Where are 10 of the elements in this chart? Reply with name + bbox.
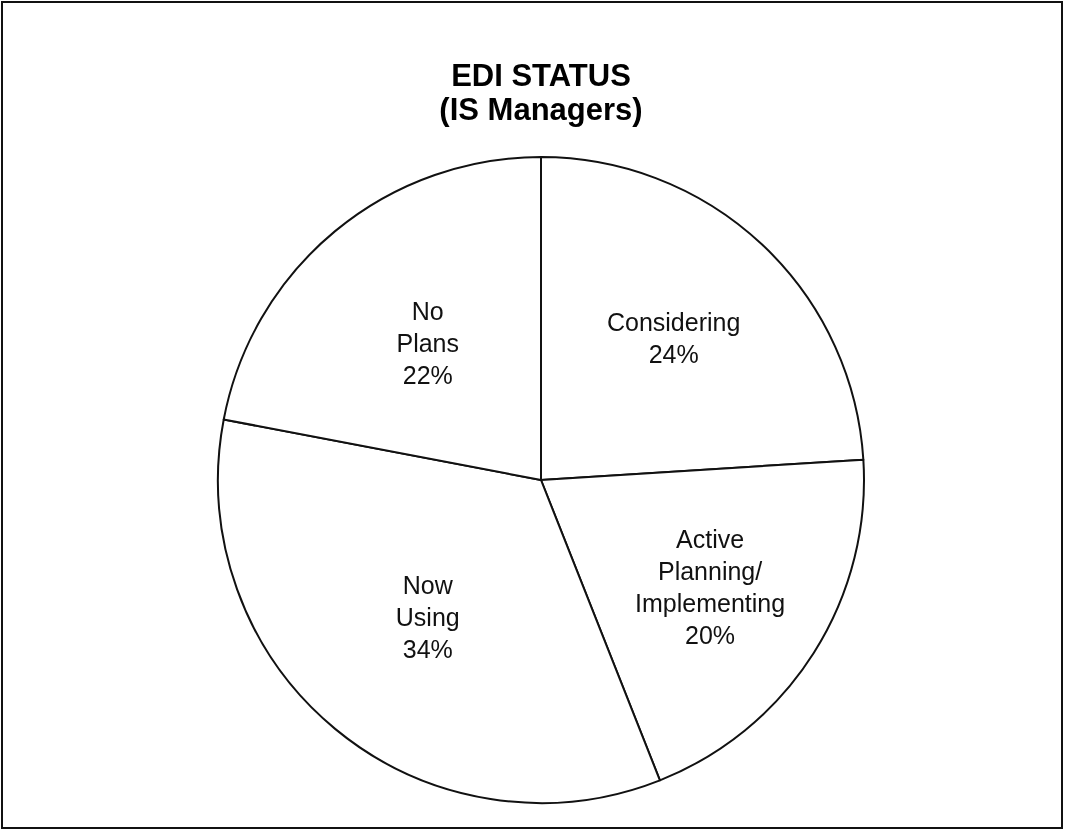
slice-label: Now Using [395,570,460,631]
data-label: 22% [402,360,453,389]
data-label: 20% [685,621,736,650]
slice-label: Considering [606,308,741,337]
slice-label: Active Planning/Implementing [635,525,786,618]
data-label: 24% [648,340,699,369]
chart-subtitle: (IS Managers) [439,92,643,127]
data-label: 34% [402,634,453,663]
slice-label: No Plans [396,296,460,357]
chart-title: EDI STATUS [451,58,631,93]
